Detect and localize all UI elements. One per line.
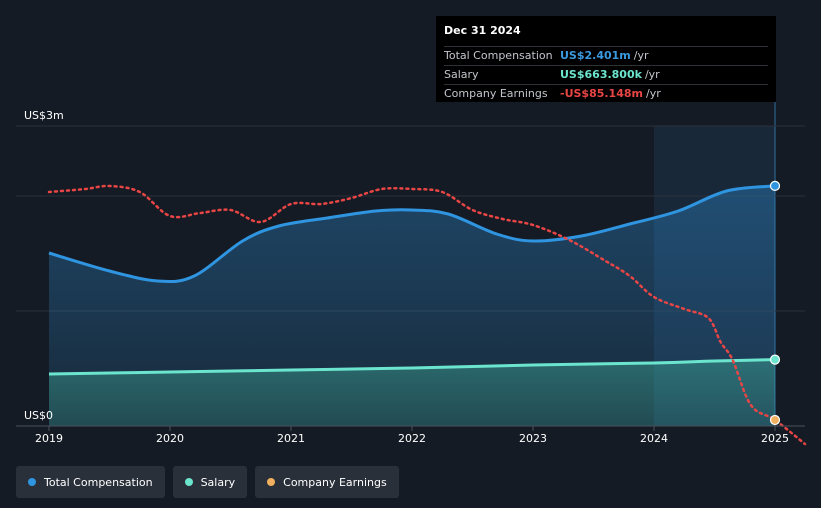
legend: Total Compensation Salary Company Earnin… xyxy=(16,466,399,498)
tooltip-unit: /yr xyxy=(645,87,661,100)
tooltip-unit: /yr xyxy=(633,49,649,62)
x-tick-label: 2020 xyxy=(156,432,184,445)
legend-item-salary[interactable]: Salary xyxy=(172,466,248,498)
legend-item-company-earnings[interactable]: Company Earnings xyxy=(255,466,399,498)
y-axis-max-label: US$3m xyxy=(24,109,64,122)
tooltip-row-total-compensation: Total Compensation US$2.401m /yr xyxy=(444,46,768,65)
x-tick-label: 2021 xyxy=(277,432,305,445)
legend-dot-icon xyxy=(184,478,193,486)
x-tick-label: 2023 xyxy=(519,432,547,445)
tooltip-value: US$2.401m xyxy=(560,49,631,62)
tooltip-label: Total Compensation xyxy=(444,49,553,62)
tooltip-value: -US$85.148m xyxy=(560,87,643,100)
legend-dot-icon xyxy=(28,478,36,486)
legend-label: Company Earnings xyxy=(283,475,387,489)
x-tick-label: 2022 xyxy=(398,432,426,445)
x-tick-label: 2025 xyxy=(761,432,789,445)
tooltip-date: Dec 31 2024 xyxy=(444,24,521,37)
salary-marker[interactable] xyxy=(769,354,781,365)
tooltip-label: Company Earnings xyxy=(444,87,548,100)
x-tick-label: 2019 xyxy=(35,432,63,445)
y-axis-min-label: US$0 xyxy=(24,409,53,422)
legend-label: Salary xyxy=(200,475,236,489)
salary-line xyxy=(48,358,776,376)
x-tick-label: 2024 xyxy=(640,432,668,445)
tooltip: Dec 31 2024 Total Compensation US$2.401m… xyxy=(436,16,776,102)
legend-label: Total Compensation xyxy=(44,475,153,489)
company-earnings-marker[interactable] xyxy=(769,414,781,426)
tooltip-row-company-earnings: Company Earnings -US$85.148m /yr xyxy=(444,84,768,103)
tooltip-row-salary: Salary US$663.800k /yr xyxy=(444,65,768,84)
legend-item-total-compensation[interactable]: Total Compensation xyxy=(16,466,165,498)
total-compensation-line xyxy=(48,184,776,284)
total-compensation-marker[interactable] xyxy=(769,180,781,191)
tooltip-value: US$663.800k xyxy=(560,68,642,81)
company-earnings-line xyxy=(47,184,807,446)
tooltip-label: Salary xyxy=(444,68,479,81)
x-axis-ticks: 2019 2020 2021 2022 2023 2024 2025 xyxy=(35,426,789,445)
tooltip-unit: /yr xyxy=(644,68,660,81)
legend-dot-icon xyxy=(267,478,276,486)
salary-area xyxy=(49,359,775,426)
